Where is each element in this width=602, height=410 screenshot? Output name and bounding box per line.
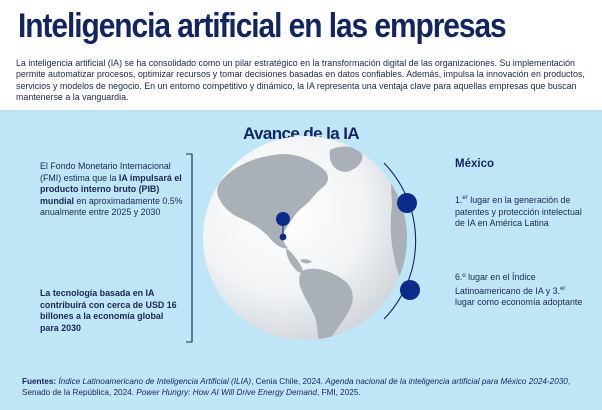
mexico-heading: México [455, 158, 494, 170]
location-dot-icon [279, 233, 287, 241]
fmi-contribution-text: La tecnología basada en IA contribuirá c… [40, 288, 177, 333]
page-title: Inteligencia artificial en las empresas [18, 7, 507, 45]
mexico-rank-ilia: 6.º lugar en el Índice Latinoamericano d… [455, 272, 583, 308]
fmi-estimate-text: El Fondo Monetario Internacional (FMI) e… [40, 161, 183, 218]
globe-illustration [186, 136, 420, 343]
marker-dot-top-icon [397, 193, 417, 213]
location-pin-icon [276, 212, 290, 226]
sources-note: Fuentes: Índice Latinoamericano de Intel… [22, 377, 571, 398]
intro-paragraph: La inteligencia artificial (IA) se ha co… [16, 58, 585, 103]
mexico-rank-patents: 1.er lugar en la generación de patentes … [455, 194, 582, 229]
right-arc [383, 162, 417, 320]
panel-title: Avance de la IA [242, 124, 360, 143]
left-bracket [186, 153, 193, 343]
marker-dot-bottom-icon [400, 280, 420, 300]
